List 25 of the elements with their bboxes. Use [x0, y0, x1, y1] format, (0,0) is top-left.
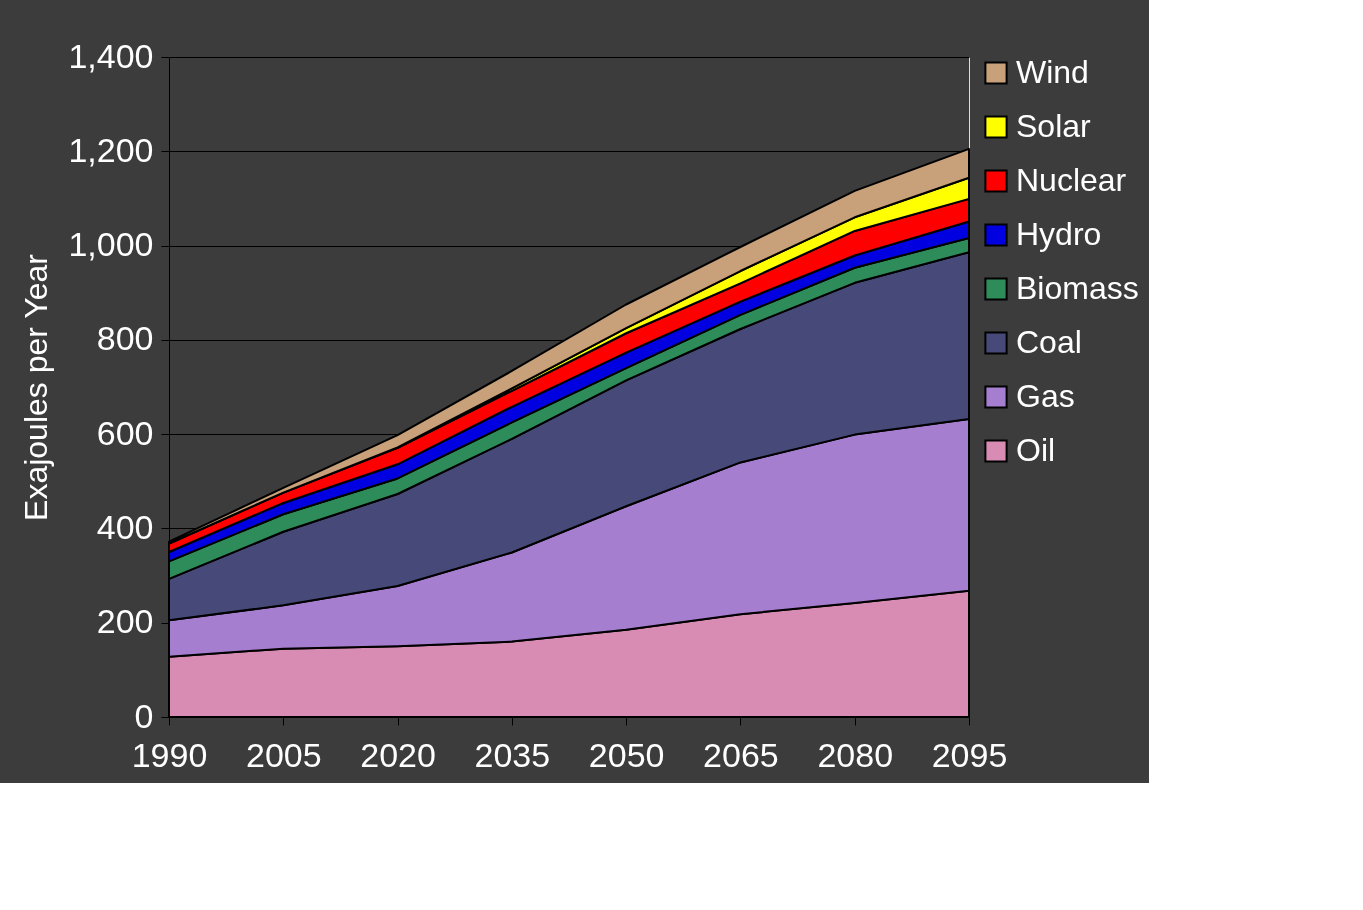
x-tick-label: 2095 [931, 735, 1008, 774]
legend-label: Hydro [1016, 216, 1102, 252]
y-tick-label: 0 [134, 696, 154, 735]
x-tick-label: 2020 [360, 735, 436, 774]
y-tick-label: 1,000 [68, 225, 154, 264]
legend-label: Nuclear [1016, 162, 1127, 198]
y-tick-label: 1,200 [68, 130, 154, 169]
x-tick-label: 2035 [474, 735, 551, 774]
x-tick-label: 2080 [817, 735, 894, 774]
legend-label: Coal [1016, 324, 1082, 360]
y-tick-label: 600 [96, 413, 154, 452]
y-tick-label: 200 [96, 602, 154, 641]
legend-label: Biomass [1016, 270, 1139, 306]
x-tick-label: 2005 [245, 735, 322, 774]
legend-label: Oil [1016, 432, 1056, 468]
y-tick-label: 400 [96, 507, 154, 546]
y-tick-label: 1,400 [68, 36, 154, 75]
y-tick-label: 800 [96, 319, 154, 358]
legend-label: Wind [1016, 54, 1089, 90]
x-tick-label: 2065 [703, 735, 779, 774]
y-axis-title: Exajoules per Year [18, 253, 55, 521]
x-tick-label: 2050 [588, 735, 665, 774]
x-tick-label: 1990 [131, 735, 208, 774]
legend-label: Gas [1016, 378, 1075, 414]
legend-label: Solar [1016, 108, 1092, 144]
